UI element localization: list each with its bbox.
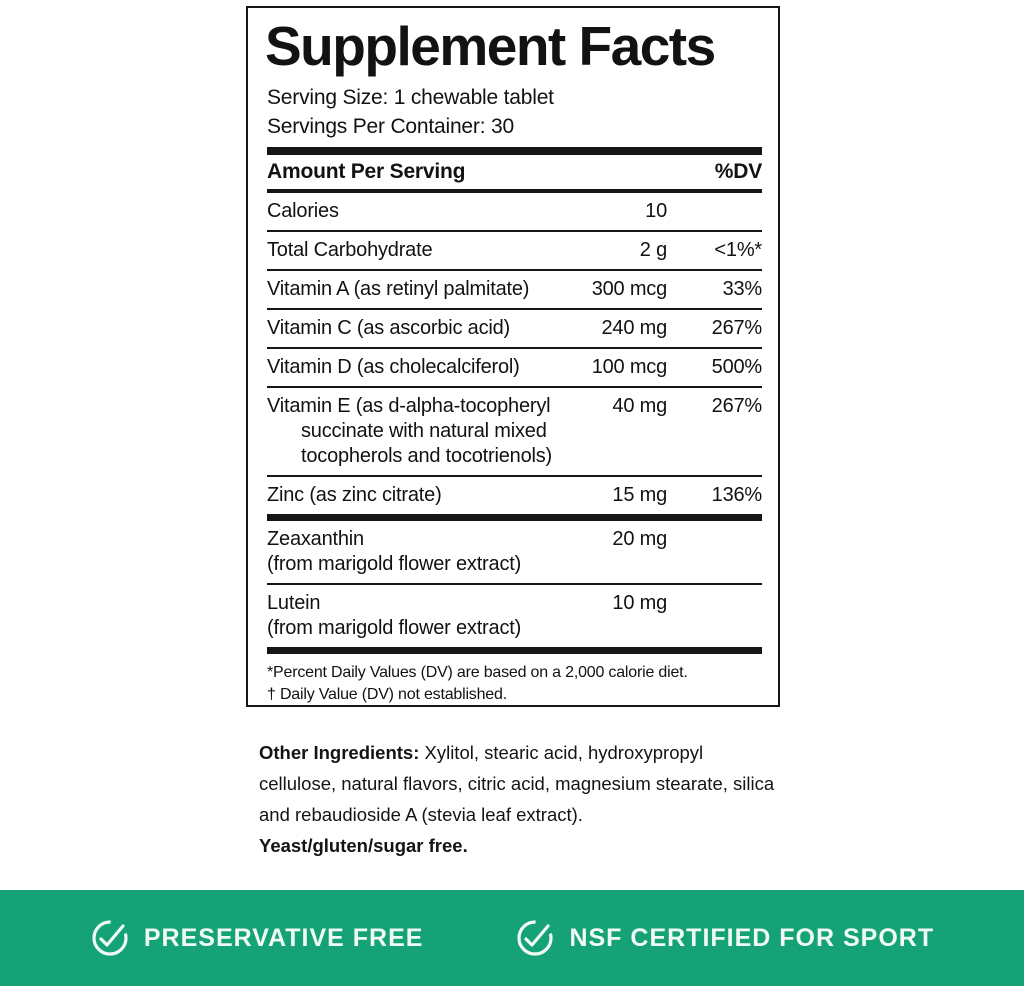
row-name: Total Carbohydrate bbox=[267, 239, 433, 262]
amount-per-serving-header: Amount Per Serving bbox=[267, 160, 466, 184]
other-ingredients-lead: Other Ingredients: bbox=[259, 742, 420, 763]
table-row-vitamin-e: Vitamin E (as d-alpha-tocopheryl succina… bbox=[267, 388, 763, 478]
supplement-facts-panel: Supplement Facts Serving Size: 1 chewabl… bbox=[246, 6, 780, 707]
other-ingredients: Other Ingredients: Xylitol, stearic acid… bbox=[259, 737, 775, 861]
row-name-line: Zeaxanthin bbox=[267, 528, 364, 551]
row-amount: 100 mcg bbox=[591, 356, 668, 379]
divider-bar-top bbox=[267, 147, 762, 156]
row-amount: 20 mg bbox=[612, 528, 667, 551]
row-name-line: succinate with natural mixed bbox=[301, 420, 547, 443]
table-row-calories: Calories 10 bbox=[267, 193, 762, 233]
row-amount: 240 mg bbox=[601, 317, 667, 340]
serving-size: Serving Size: 1 chewable tablet bbox=[267, 86, 554, 110]
row-amount: 2 g bbox=[639, 239, 667, 262]
row-name-line: Vitamin E (as d-alpha-tocopheryl bbox=[267, 395, 551, 418]
row-name: Lutein (from marigold flower extract) bbox=[267, 591, 565, 641]
badge-preservative-free: PRESERVATIVE FREE bbox=[90, 918, 424, 958]
footnote-daily-values: *Percent Daily Values (DV) are based on … bbox=[267, 664, 688, 682]
footnotes: *Percent Daily Values (DV) are based on … bbox=[267, 654, 762, 705]
row-dv: 500% bbox=[711, 356, 763, 379]
row-name-detail: (from marigold flower extract) bbox=[267, 553, 522, 576]
check-circle-icon bbox=[92, 920, 128, 956]
row-amount: 15 mg bbox=[612, 484, 667, 507]
row-dv: <1%* bbox=[714, 239, 762, 262]
dv-header: %DV bbox=[714, 160, 762, 184]
row-amount: 10 bbox=[645, 200, 667, 223]
check-circle-icon bbox=[517, 920, 554, 956]
row-name: Zinc (as zinc citrate) bbox=[267, 484, 442, 507]
row-name-detail: (from marigold flower extract) bbox=[267, 617, 522, 640]
table-row-vitamin-d: Vitamin D (as cholecalciferol) 100 mcg 5… bbox=[267, 349, 763, 389]
row-name-line: tocopherols and tocotrienols) bbox=[301, 445, 553, 468]
divider-bar-mid bbox=[267, 514, 762, 522]
row-amount: 300 mcg bbox=[591, 278, 668, 301]
row-dv: 267% bbox=[711, 395, 763, 418]
row-name-line: Lutein bbox=[267, 592, 321, 615]
row-name: Vitamin D (as cholecalciferol) bbox=[267, 356, 520, 379]
table-row-total-carbohydrate: Total Carbohydrate 2 g <1%* bbox=[267, 232, 762, 272]
badge-label: NSF CERTIFIED FOR SPORT bbox=[569, 923, 935, 952]
free-claim: Yeast/gluten/sugar free. bbox=[259, 835, 468, 856]
badge-nsf-certified: NSF CERTIFIED FOR SPORT bbox=[515, 918, 934, 958]
servings-per-container: Servings Per Container: 30 bbox=[267, 115, 514, 139]
row-amount: 40 mg bbox=[612, 395, 667, 418]
other-ingredients-text: Xylitol, stearic acid, hydroxypropyl cel… bbox=[259, 742, 775, 825]
row-name: Vitamin E (as d-alpha-tocopheryl succina… bbox=[267, 394, 565, 469]
divider-bar-bottom bbox=[267, 647, 762, 655]
table-row-zeaxanthin: Zeaxanthin (from marigold flower extract… bbox=[267, 521, 762, 586]
row-name: Vitamin A (as retinyl palmitate) bbox=[267, 278, 530, 301]
panel-title: Supplement Facts bbox=[265, 15, 716, 77]
row-dv: 136% bbox=[711, 484, 763, 507]
badge-label: PRESERVATIVE FREE bbox=[143, 923, 424, 952]
row-dv: 33% bbox=[722, 278, 763, 301]
row-name: Calories bbox=[267, 200, 339, 223]
table-row-lutein: Lutein (from marigold flower extract) 10… bbox=[267, 585, 762, 647]
footer-bar: PRESERVATIVE FREE NSF CERTIFIED FOR SPOR… bbox=[0, 890, 1024, 986]
row-amount: 10 mg bbox=[612, 592, 667, 615]
table-header-row: Amount Per Serving %DV bbox=[267, 155, 762, 194]
footnote-dv-not-established: † Daily Value (DV) not established. bbox=[267, 685, 507, 703]
table-row-zinc: Zinc (as zinc citrate) 15 mg 136% bbox=[267, 477, 762, 514]
row-dv: 267% bbox=[711, 317, 763, 340]
table-row-vitamin-a: Vitamin A (as retinyl palmitate) 300 mcg… bbox=[267, 271, 763, 311]
row-name: Vitamin C (as ascorbic acid) bbox=[267, 317, 511, 340]
row-name: Zeaxanthin (from marigold flower extract… bbox=[267, 527, 565, 577]
table-row-vitamin-c: Vitamin C (as ascorbic acid) 240 mg 267% bbox=[267, 310, 763, 350]
